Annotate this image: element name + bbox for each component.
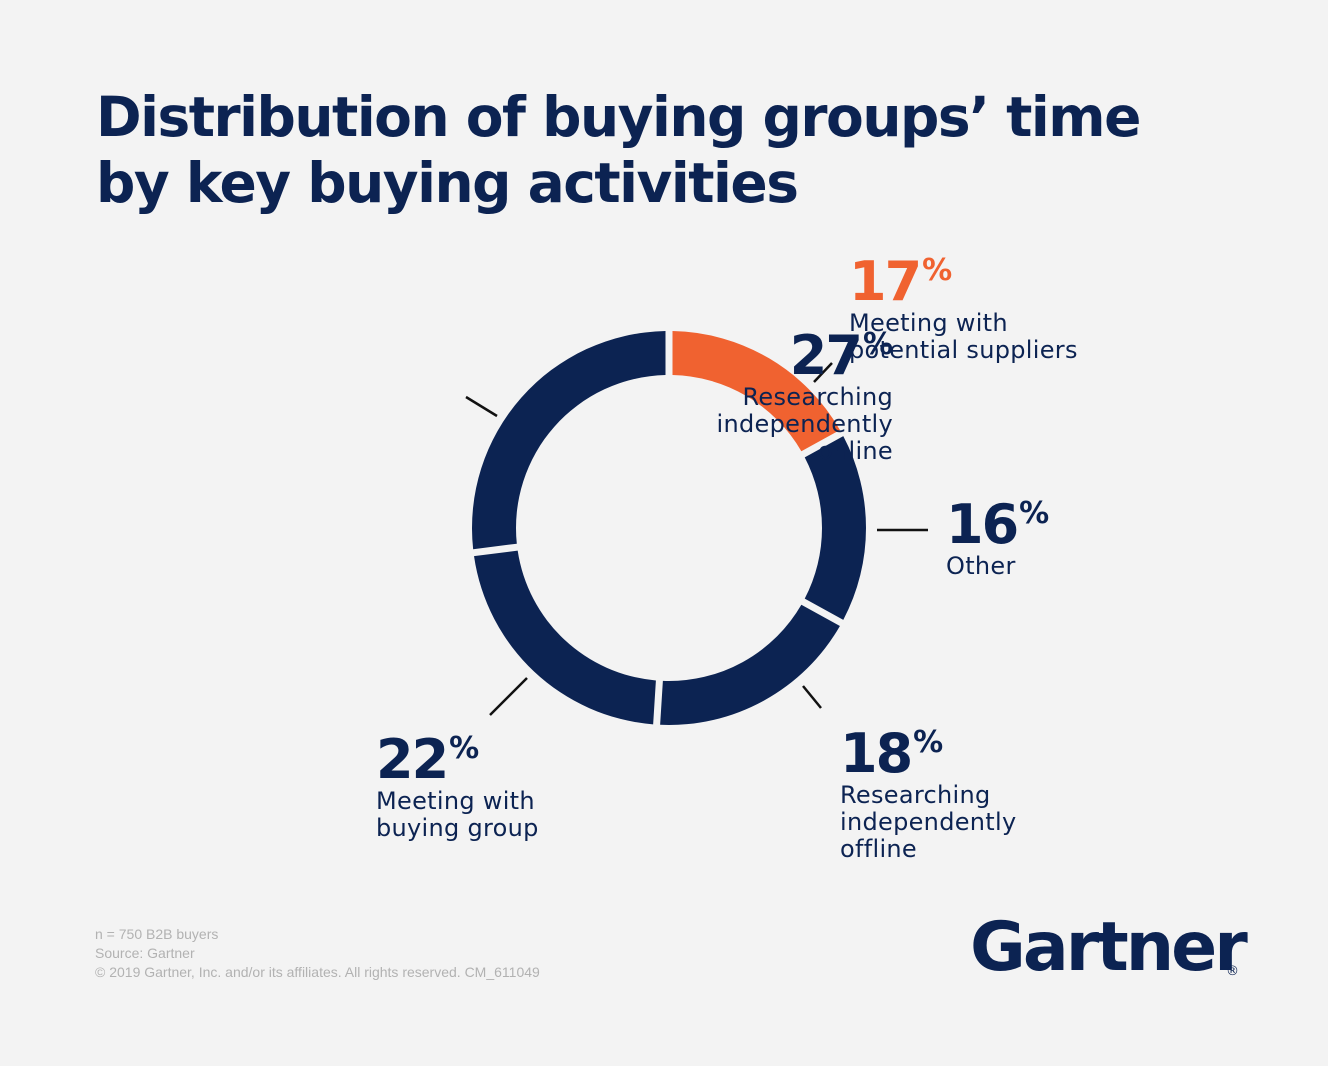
slice-value-number: 27 xyxy=(789,324,863,387)
slice-category-label-line: Researching xyxy=(742,383,893,411)
slice-category-label-line: independently xyxy=(716,410,893,438)
slice-value-number: 16 xyxy=(946,493,1019,556)
leader-line-3 xyxy=(802,685,822,709)
slice-category-label: Other xyxy=(946,553,1049,580)
slice-callout-2: 16% Other xyxy=(946,497,1049,580)
slice-category-label-line: online xyxy=(817,437,893,465)
slice-callout-5: 27% Researching independently online xyxy=(253,328,893,465)
slice-value-unit: % xyxy=(1019,496,1050,531)
source-note: Source: Gartner xyxy=(95,945,195,961)
donut-slice-5 xyxy=(472,331,666,550)
slice-value-unit: % xyxy=(913,725,944,760)
donut-slice-3 xyxy=(660,604,840,726)
slice-value-number: 17 xyxy=(849,250,922,313)
registered-mark: ® xyxy=(1226,964,1239,979)
chart-title-line-2: by key buying activities xyxy=(96,151,799,215)
gartner-logo: Gartner xyxy=(970,908,1248,987)
leader-line-4 xyxy=(489,677,528,716)
slice-category-label-line: independently xyxy=(840,808,1017,836)
chart-title-line-1: Distribution of buying groups’ time xyxy=(96,85,1141,149)
slice-value-label: 22% xyxy=(376,732,479,788)
leader-lines xyxy=(465,362,928,716)
leader-line-5 xyxy=(465,395,498,418)
slice-value-label: 16% xyxy=(946,497,1049,553)
footer-notes: n = 750 B2B buyers Source: Gartner © 201… xyxy=(95,925,540,982)
slice-category-label-line: buying group xyxy=(376,814,539,842)
slice-category-label-line: Meeting with xyxy=(376,787,535,815)
slice-callout-1: 17% Meeting with potential suppliers xyxy=(849,254,1078,364)
slice-value-unit: % xyxy=(862,327,893,362)
slice-value-label: 27% xyxy=(790,328,893,384)
slice-callout-4: 22% Meeting with buying group xyxy=(376,732,539,842)
slice-value-unit: % xyxy=(449,731,480,766)
slice-category-label: Meeting with buying group xyxy=(376,788,539,842)
donut-slice-1 xyxy=(672,331,840,452)
slice-category-label-line: Researching xyxy=(840,781,991,809)
slice-category-label: Researching independently online xyxy=(253,384,893,465)
leader-line-1 xyxy=(813,362,833,383)
slice-category-label: Researching independently offline xyxy=(840,782,1016,863)
slice-category-label-line: potential suppliers xyxy=(849,336,1078,364)
slice-callout-3: 18% Researching independently offline xyxy=(840,726,1016,863)
slice-value-number: 22 xyxy=(376,728,449,791)
slice-value-unit: % xyxy=(922,253,953,288)
slice-value-label: 17% xyxy=(849,254,952,310)
chart-title: Distribution of buying groups’ time by k… xyxy=(96,84,1246,216)
donut-slices xyxy=(472,331,866,726)
slice-category-label-line: offline xyxy=(840,835,917,863)
copyright-note: © 2019 Gartner, Inc. and/or its affiliat… xyxy=(95,964,540,980)
slice-category-label-line: Meeting with xyxy=(849,309,1008,337)
slice-category-label: Meeting with potential suppliers xyxy=(849,310,1078,364)
slice-value-label: 18% xyxy=(840,726,943,782)
donut-slice-4 xyxy=(474,550,656,725)
slice-category-label-line: Other xyxy=(946,552,1016,580)
donut-slice-2 xyxy=(804,436,866,620)
slice-value-number: 18 xyxy=(840,722,913,785)
sample-size-note: n = 750 B2B buyers xyxy=(95,926,219,942)
